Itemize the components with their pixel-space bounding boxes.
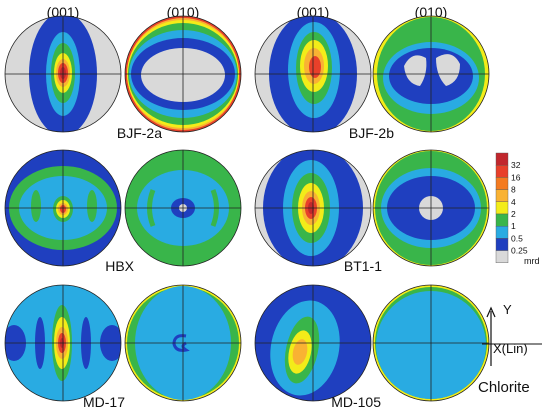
header-001-left: (001) [47, 4, 80, 20]
mineral-label: Chlorite [478, 379, 530, 396]
stereonet-outlines [4, 15, 490, 402]
legend-swatch [495, 238, 509, 251]
legend-swatch [495, 201, 509, 215]
sample-label-bt11: BT1-1 [344, 258, 382, 274]
axis-label-y: Y [503, 302, 512, 317]
header-010-left: (010) [167, 4, 200, 20]
legend-tick-label: 1 [511, 221, 516, 231]
legend-swatch [495, 189, 509, 203]
sample-label-md105: MD-105 [331, 394, 381, 410]
sample-label-md17: MD-17 [83, 394, 125, 410]
legend-swatch [495, 225, 509, 239]
legend-unit: mrd [524, 256, 540, 266]
legend-tick-label: 16 [511, 172, 521, 182]
legend-swatch [495, 177, 509, 190]
legend-tick-label: 32 [511, 160, 521, 170]
axis-label-x: X(Lin) [493, 341, 528, 356]
legend-tick-label: 0.5 [511, 233, 523, 243]
legend-swatch [495, 152, 509, 166]
legend-tick-label: 2 [511, 209, 516, 219]
legend-swatch [495, 213, 509, 227]
header-001-right: (001) [297, 4, 330, 20]
y-arrow-icon [486, 306, 496, 318]
legend-swatch [495, 164, 509, 178]
sample-label-hbx: HBX [105, 258, 134, 274]
legend-tick-label: 8 [511, 185, 516, 195]
orientation-axes: Y X(Lin) [482, 302, 542, 366]
legend-swatch [495, 250, 509, 264]
legend-tick-label: 4 [511, 197, 516, 207]
sample-label-bjf2a: BJF-2a [117, 125, 162, 141]
legend-colorbar: 32 16 8 4 2 1 0.5 0.25 [495, 152, 528, 264]
sample-label-bjf2b: BJF-2b [349, 125, 394, 141]
header-010-right: (010) [415, 4, 448, 20]
legend-tick-label: 0.25 [511, 246, 528, 256]
